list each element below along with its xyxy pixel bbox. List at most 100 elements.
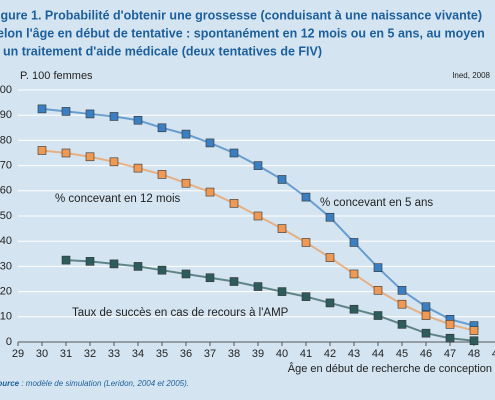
source: Source : modèle de simulation (Leridon, … [0, 379, 189, 388]
point [301, 292, 311, 301]
point [397, 320, 407, 329]
point [277, 224, 287, 233]
point [301, 238, 311, 247]
point [253, 211, 263, 221]
annotation: % concevant en 5 ans [320, 197, 433, 209]
x-tick-label: 44 [372, 348, 384, 360]
point [469, 326, 479, 335]
point [85, 109, 95, 119]
point [421, 311, 431, 320]
point [133, 115, 143, 125]
point [181, 269, 191, 279]
y-tick-label: 100 [0, 84, 12, 96]
series-line [65, 259, 475, 342]
y-axis-label: P. 100 femmes [20, 70, 93, 82]
y-tick-label: 0 [6, 336, 12, 348]
point [469, 336, 479, 346]
y-tick-label: 60 [0, 185, 12, 197]
x-tick-label: 43 [348, 348, 360, 360]
point [229, 199, 239, 208]
y-tick-label: 80 [0, 134, 12, 146]
y-tick-label: 10 [0, 311, 12, 323]
point [181, 129, 191, 139]
point [349, 238, 359, 247]
point [397, 299, 407, 309]
point [205, 138, 215, 148]
point [373, 311, 383, 320]
x-tick-label: 41 [300, 348, 312, 360]
point [277, 175, 287, 184]
x-tick-label: 49 [492, 348, 495, 360]
point [229, 148, 239, 158]
point [181, 178, 191, 188]
point [421, 328, 431, 338]
point [133, 262, 143, 271]
point [157, 170, 167, 179]
x-tick-label: 32 [84, 348, 96, 360]
point [229, 277, 239, 286]
point [445, 333, 455, 343]
x-tick-label: 29 [12, 348, 24, 360]
point [37, 104, 47, 114]
source-text: : modèle de simulation (Leridon, 2004 et… [19, 379, 189, 388]
source-label: Source [0, 379, 20, 388]
point [109, 157, 119, 167]
x-tick-label: 34 [132, 348, 144, 360]
x-tick-label: 40 [276, 348, 288, 360]
x-tick-label: 33 [108, 348, 120, 360]
x-tick-label: 47 [444, 348, 456, 360]
point [85, 257, 95, 266]
series-line [41, 149, 475, 332]
y-tick-label: 30 [0, 260, 12, 272]
x-tick-label: 45 [396, 348, 408, 360]
point [133, 163, 143, 173]
y-tick-label: 40 [0, 235, 12, 247]
point [325, 212, 335, 222]
point [61, 107, 71, 116]
point [37, 146, 47, 155]
point [373, 286, 383, 295]
x-tick-label: 30 [36, 348, 48, 360]
x-tick-label: 38 [228, 348, 240, 360]
y-tick-label: 20 [0, 286, 12, 298]
point [253, 161, 263, 170]
point [349, 304, 359, 314]
annotation: Taux de succès en cas de recours à l'AMP [72, 307, 289, 319]
x-axis-label: Âge en début de recherche de conception [288, 362, 492, 375]
annotation: % concevant en 12 mois [55, 193, 181, 205]
y-tick-label: 70 [0, 160, 12, 172]
point [325, 253, 335, 262]
point [445, 320, 455, 329]
point [109, 259, 119, 269]
x-tick-label: 35 [156, 348, 168, 360]
point [325, 298, 335, 308]
point [61, 255, 71, 265]
point [157, 123, 167, 133]
y-tick-label: 90 [0, 109, 12, 121]
title-line: igure 1. Probabilité d'obtenir une gross… [0, 8, 482, 22]
x-tick-label: 42 [324, 348, 336, 360]
point [253, 282, 263, 291]
x-tick-label: 46 [420, 348, 432, 360]
title-line: elon l'âge en début de tentative : spont… [0, 26, 485, 40]
y-tick-label: 50 [0, 210, 12, 222]
point [109, 112, 119, 121]
x-tick-label: 31 [60, 348, 72, 360]
x-tick-label: 36 [180, 348, 192, 360]
x-tick-label: 39 [252, 348, 264, 360]
point [397, 286, 407, 295]
x-tick-label: 48 [468, 348, 480, 360]
credit: Ined, 2008 [452, 71, 490, 80]
point [61, 148, 71, 158]
point [85, 152, 95, 162]
point [277, 287, 287, 296]
point [157, 265, 167, 275]
point [205, 187, 215, 197]
title-line: un traitement d'aide médicale (deux tent… [3, 44, 322, 58]
point [301, 192, 311, 202]
point [373, 263, 383, 272]
x-tick-label: 37 [204, 348, 216, 360]
point [349, 269, 359, 279]
